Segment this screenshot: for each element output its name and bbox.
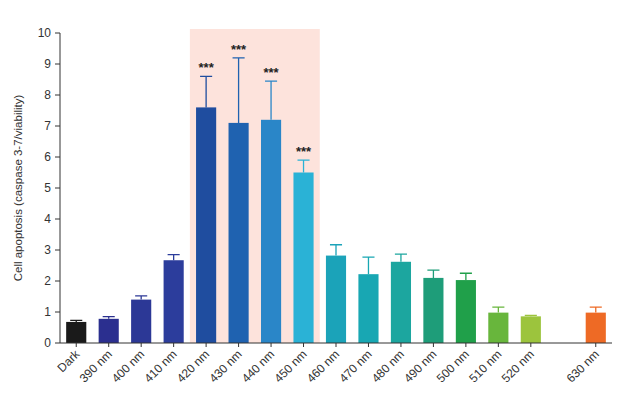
error-bar [233,58,245,123]
y-tick-label: 7 [44,119,51,133]
y-tick [55,33,60,34]
chart: *** *** *** *** 0 1 2 3 4 5 6 7 8 9 10 Dark390 nm400 nm… [0,0,628,408]
annotation: *** [231,42,247,57]
bar [99,319,119,343]
x-tick [76,343,77,347]
y-tick [55,219,60,220]
x-tick [433,343,434,347]
x-tick-label: 420 nm [174,347,212,385]
error-bar [525,315,537,317]
x-tick [271,343,272,347]
x-tick [173,343,174,347]
bar [164,260,184,343]
x-tick-label: 400 nm [109,347,147,385]
x-tick-label: 430 nm [207,347,245,385]
error-bar [200,76,212,107]
x-tick-label: 450 nm [271,347,309,385]
y-tick-label: 0 [44,336,51,350]
x-tick [336,343,337,347]
y-tick-label: 5 [44,181,51,195]
bar [229,123,249,343]
x-tick [368,343,369,347]
error-bar [103,317,115,319]
x-tick [108,343,109,347]
annotation: *** [263,65,279,80]
error-bar [427,270,439,278]
x-tick [530,343,531,347]
x-tick-label: 410 nm [142,347,180,385]
error-bar [330,245,342,256]
x-tick [498,343,499,347]
bar [293,173,313,344]
y-tick-label: 10 [38,26,52,40]
y-tick [55,64,60,65]
annotation: *** [199,60,215,75]
bar [66,322,86,343]
y-tick-label: 1 [44,305,51,319]
y-axis-label: Cell apoptosis (caspase 3-7/viability) [12,95,24,282]
x-tick [400,343,401,347]
x-tick [141,343,142,347]
x-tick-label: Dark [55,347,84,376]
bar [488,313,508,343]
x-tick-label: 390 nm [77,347,115,385]
error-bar [362,257,374,274]
error-bar [168,255,180,261]
bar [326,256,346,343]
x-tick [595,343,596,347]
x-tick-label: 470 nm [336,347,374,385]
y-tick [55,312,60,313]
y-tick [55,250,60,251]
x-tick [238,343,239,347]
y-tick [55,188,60,189]
error-bar [492,307,504,313]
bar [521,316,541,343]
x-tick-label: 460 nm [304,347,342,385]
y-tick-label: 9 [44,57,51,71]
annotation: *** [296,144,312,159]
y-tick [55,157,60,158]
bar [456,280,476,343]
x-tick-label: 510 nm [466,347,504,385]
x-tick-label: 500 nm [434,347,472,385]
x-tick-label: 630 nm [564,347,602,385]
y-tick [55,281,60,282]
x-tick [303,343,304,347]
error-bar [460,273,472,280]
error-bar [395,254,407,262]
bar [261,120,281,343]
x-tick [206,343,207,347]
error-bar [590,307,602,313]
error-bar [70,320,82,322]
y-tick [55,95,60,96]
bar [423,278,443,343]
y-tick-label: 4 [44,212,51,226]
x-tick-label: 520 nm [499,347,537,385]
bar [358,274,378,343]
y-tick [55,126,60,127]
bar [131,300,151,343]
y-tick-label: 3 [44,243,51,257]
bar [196,107,216,343]
y-tick-label: 8 [44,88,51,102]
x-tick-label: 480 nm [369,347,407,385]
y-tick-label: 6 [44,150,51,164]
x-tick-label: 490 nm [401,347,439,385]
error-bar [265,81,277,120]
error-bar [297,160,309,172]
highlight-region [190,29,320,343]
x-tick-label: 440 nm [239,347,277,385]
bars [66,58,606,343]
x-tick [465,343,466,347]
y-tick-label: 2 [44,274,51,288]
y-tick [55,343,60,344]
error-bar [135,296,147,300]
bar [391,262,411,343]
bar [586,313,606,343]
